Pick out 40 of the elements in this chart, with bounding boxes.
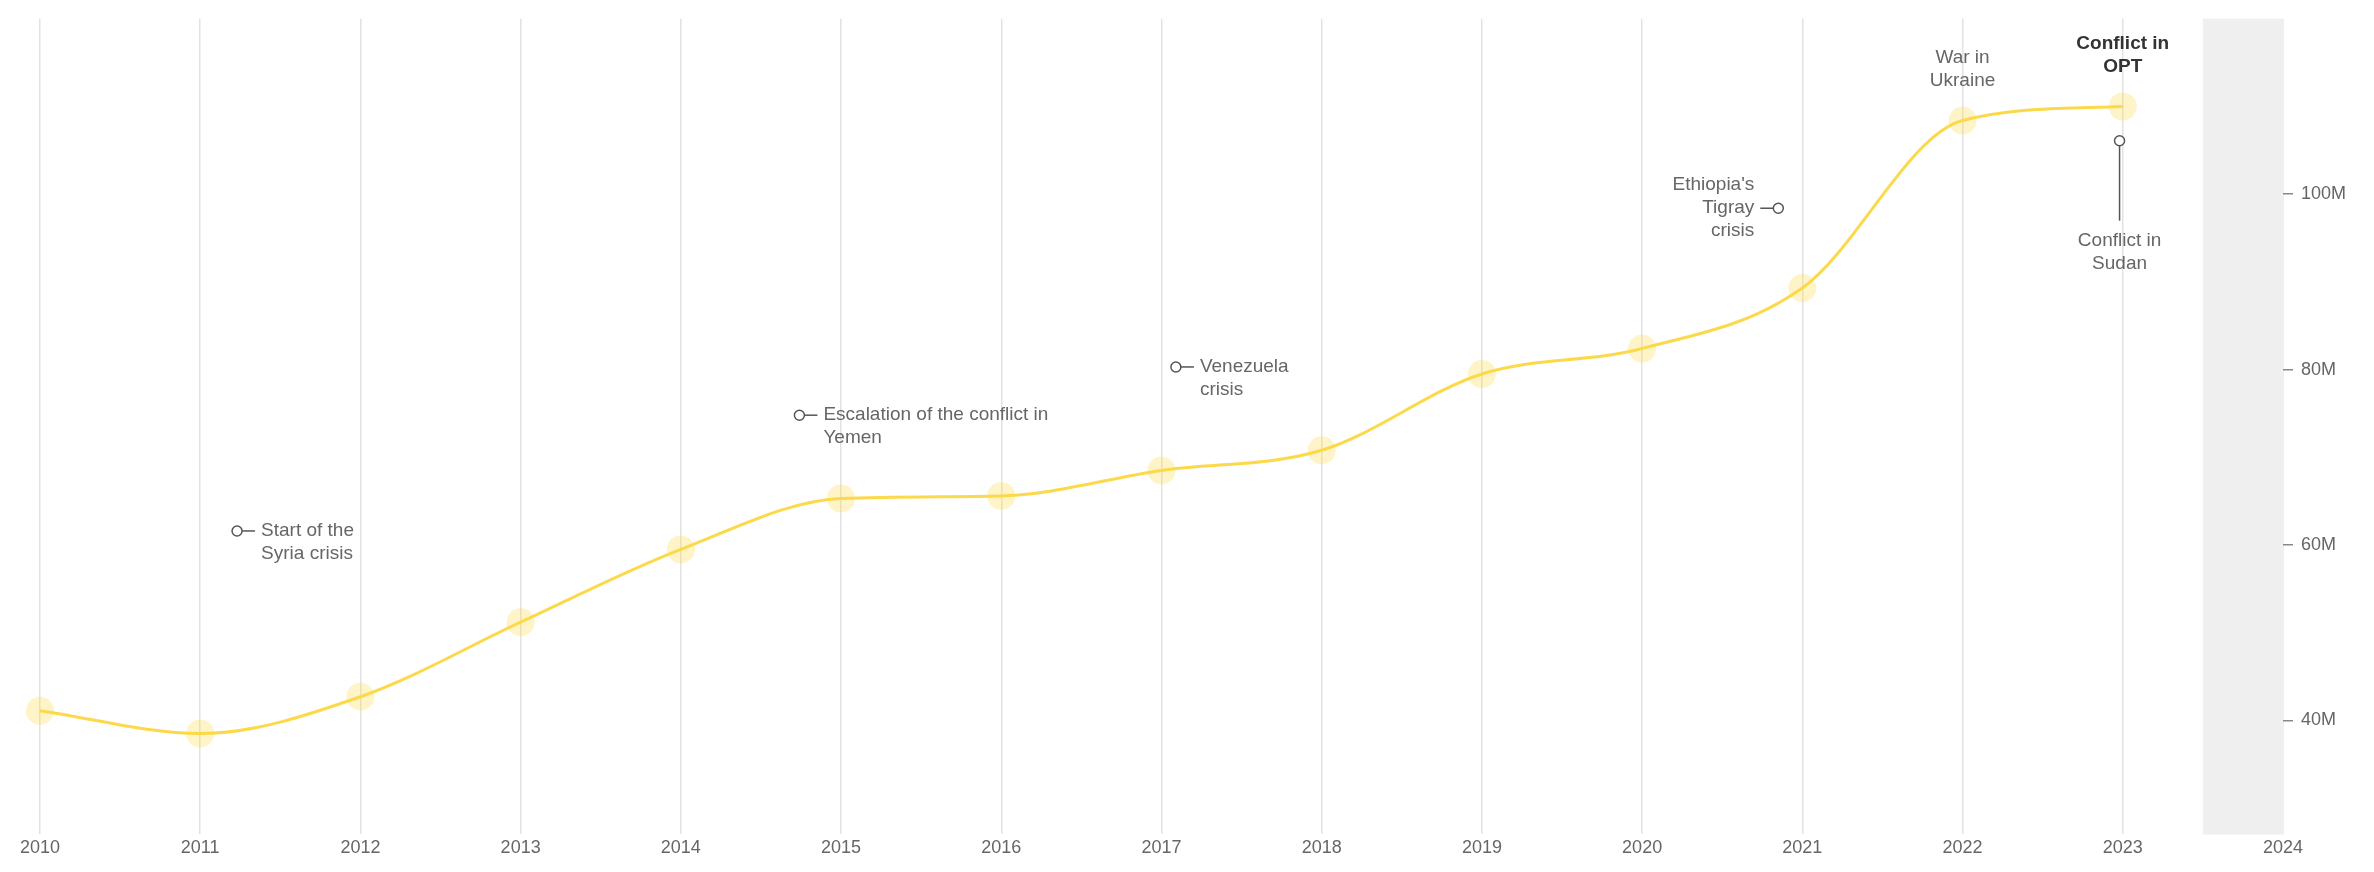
- x-tick-label: 2010: [19, 837, 61, 858]
- x-tick-label: 2020: [1622, 837, 1663, 858]
- y-tick-label: 100M: [2300, 183, 2346, 204]
- annotation: Conflict in OPT: [2076, 31, 2170, 76]
- x-tick-label: 2019: [1461, 837, 1502, 858]
- point: [1788, 274, 1817, 303]
- point: [1467, 359, 1496, 388]
- point: [1948, 106, 1977, 135]
- x-tick-label: 2013: [500, 837, 541, 858]
- x-tick-label: 2014: [660, 837, 701, 858]
- x-tick-label: 2018: [1301, 837, 1342, 858]
- y-tick-label: 80M: [2300, 358, 2336, 379]
- point: [666, 535, 695, 564]
- x-tick-label: 2021: [1782, 837, 1823, 858]
- x-tick-label: 2012: [340, 837, 381, 858]
- point: [1628, 334, 1657, 363]
- annotation: War in Ukraine: [1929, 45, 1996, 90]
- annotation: Start of the Syria crisis: [261, 519, 355, 564]
- annotation: Conflict in Sudan: [2077, 228, 2162, 273]
- x-tick-label: 2024: [2262, 837, 2303, 858]
- x-tick-label: 2015: [821, 837, 862, 858]
- point: [2108, 92, 2137, 121]
- point: [26, 696, 54, 725]
- point: [1147, 456, 1176, 485]
- x-tick-label: 2022: [1942, 837, 1983, 858]
- point: [506, 608, 535, 637]
- y-tick-label: 40M: [2300, 709, 2336, 730]
- annotation: Escalation of the conflict in Yemen: [823, 403, 1049, 448]
- x-tick-label: 2016: [981, 837, 1022, 858]
- point: [186, 719, 215, 748]
- point: [346, 682, 375, 711]
- y-tick-label: 60M: [2300, 533, 2336, 554]
- x-tick-label: 2023: [2102, 837, 2143, 858]
- annotation: Venezuela crisis: [1199, 355, 1290, 400]
- point: [827, 484, 856, 513]
- point: [987, 481, 1016, 510]
- x-tick-label: 2011: [180, 837, 220, 858]
- annotation: Ethiopia's Tigray crisis: [1672, 173, 1755, 241]
- x-tick-label: 2017: [1141, 837, 1182, 858]
- point: [1307, 436, 1336, 465]
